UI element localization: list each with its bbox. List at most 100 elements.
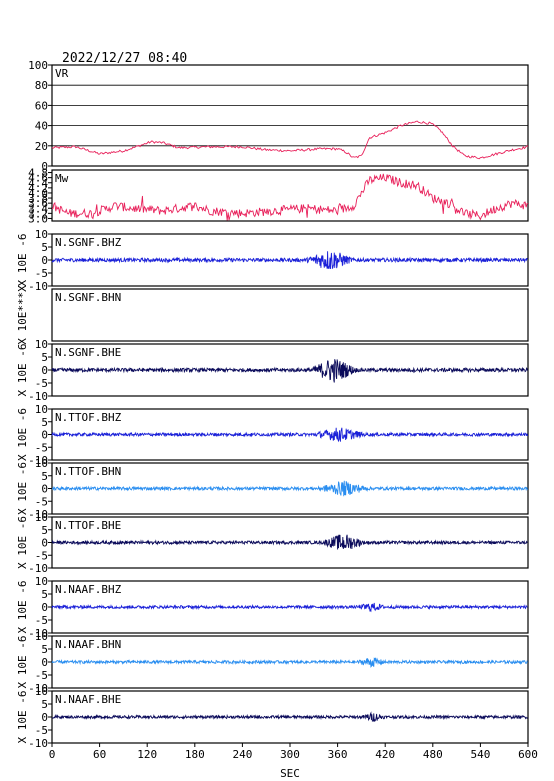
y-axis-label: X 10E -6 — [16, 581, 29, 634]
panel-label: N.TTOF.BHN — [55, 465, 121, 478]
y-tick-label: 0 — [41, 483, 48, 496]
panel-frame — [51, 64, 529, 167]
y-tick-label: 10 — [35, 228, 48, 241]
y-tick-label: -10 — [28, 454, 48, 467]
x-tick-label: 600 — [518, 748, 538, 761]
y-tick-label: -5 — [35, 549, 48, 562]
panel-label: N.NAAF.BHN — [55, 638, 121, 651]
y-axis-label: X 10E -6 — [16, 408, 29, 461]
x-axis-label: SEC — [280, 767, 300, 780]
panel-label: N.TTOF.BHE — [55, 519, 121, 532]
y-tick-label: 0 — [41, 429, 48, 442]
y-tick-label: 4.2 — [28, 182, 48, 195]
panel-frame — [51, 288, 529, 342]
series-line-sgnf-bhe — [51, 359, 528, 383]
y-tick-label: 10 — [35, 338, 48, 351]
panel-vr: 0 20 40 60 80 100 VR — [28, 59, 529, 173]
x-axis: 0 60 120 180 240 300 360 420 480 540 600 — [49, 743, 538, 761]
y-tick-label: 4.4 — [28, 177, 48, 190]
y-tick-label: -5 — [35, 669, 48, 682]
y-tick-label: 0 — [41, 537, 48, 550]
y-tick-label: -5 — [35, 614, 48, 627]
panel-label: N.TTOF.BHZ — [55, 411, 122, 424]
series-line-naaf-bhe — [51, 711, 528, 722]
y-tick-label: -10 — [28, 508, 48, 521]
y-axis-label: X 10E -6 — [16, 516, 29, 569]
y-tick-label: 10 — [35, 575, 48, 588]
y-tick-label: -10 — [28, 627, 48, 640]
y-tick-label: 0 — [41, 601, 48, 614]
panel-mw: 3.03.23.43.63.84.04.24.44.64.8 Mw — [28, 167, 529, 225]
y-axis-label: X 10E -6 — [16, 636, 29, 689]
panel-frame — [51, 169, 529, 222]
panel-label: Mw — [55, 172, 69, 185]
y-tick-label: 60 — [35, 99, 48, 112]
panel-label: N.SGNF.BHE — [55, 346, 121, 359]
series-line-ttof-bhz — [51, 427, 528, 443]
x-tick-label: 120 — [137, 748, 157, 761]
panel-label: VR — [55, 67, 69, 80]
y-tick-label: -5 — [35, 377, 48, 390]
y-tick-label: -5 — [35, 441, 48, 454]
y-tick-label: 4.8 — [28, 167, 48, 180]
y-tick-label: -10 — [28, 562, 48, 575]
y-tick-label: 5 — [41, 643, 48, 656]
x-tick-label: 540 — [470, 748, 490, 761]
y-tick-label: 0 — [41, 364, 48, 377]
y-tick-label: 0 — [41, 711, 48, 724]
y-tick-label: 10 — [35, 403, 48, 416]
series-line-ttof-bhn — [51, 480, 528, 497]
y-tick-label: 5 — [41, 524, 48, 537]
y-tick-label: 20 — [35, 140, 48, 153]
panel-label: N.SGNF.BHZ — [55, 236, 122, 249]
y-tick-label: 5 — [41, 588, 48, 601]
panel-sgnf-bhn: X 10E***X N.SGNF.BHN — [16, 285, 529, 345]
y-tick-label: -5 — [35, 495, 48, 508]
y-tick-label: 100 — [28, 59, 48, 72]
y-tick-label: 3.4 — [28, 202, 48, 215]
x-tick-label: 180 — [185, 748, 205, 761]
series-line-sgnf-bhz — [51, 251, 528, 270]
y-tick-label: -10 — [28, 682, 48, 695]
y-tick-label: 10 — [35, 511, 48, 524]
x-tick-label: 420 — [375, 748, 395, 761]
x-tick-label: 0 — [49, 748, 56, 761]
y-tick-label: -5 — [35, 724, 48, 737]
y-tick-label: 10 — [35, 457, 48, 470]
y-tick-label: 3.0 — [28, 212, 48, 225]
y-tick-label: 4.6 — [28, 172, 48, 185]
y-tick-label: 0 — [41, 160, 48, 173]
figure-title: 2022/12/27 08:40 — [62, 51, 187, 66]
y-axis-label: X 10E -6 — [16, 462, 29, 515]
panel-label: N.SGNF.BHN — [55, 291, 121, 304]
y-tick-label: 40 — [35, 120, 48, 133]
y-tick-label: 10 — [35, 630, 48, 643]
series-line-mw — [51, 173, 529, 221]
series-line-vr — [51, 120, 529, 160]
y-tick-label: -10 — [28, 280, 48, 293]
y-tick-label: 0 — [41, 254, 48, 267]
y-tick-label: 3.8 — [28, 192, 48, 205]
y-tick-label: 0 — [41, 656, 48, 669]
y-tick-label: 10 — [35, 685, 48, 698]
x-tick-label: 240 — [232, 748, 252, 761]
x-tick-label: 300 — [280, 748, 300, 761]
panel-label: N.NAAF.BHE — [55, 693, 121, 706]
y-tick-label: 5 — [41, 416, 48, 429]
y-tick-label: -10 — [28, 390, 48, 403]
y-tick-label: 4.0 — [28, 187, 48, 200]
x-tick-label: 360 — [328, 748, 348, 761]
x-tick-label: 480 — [423, 748, 443, 761]
y-tick-label: 5 — [41, 470, 48, 483]
y-axis-label: X 10E -6 — [16, 234, 29, 287]
y-tick-label: 3.2 — [28, 207, 48, 220]
y-tick-label: 5 — [41, 241, 48, 254]
series-line-naaf-bhn — [51, 657, 528, 668]
